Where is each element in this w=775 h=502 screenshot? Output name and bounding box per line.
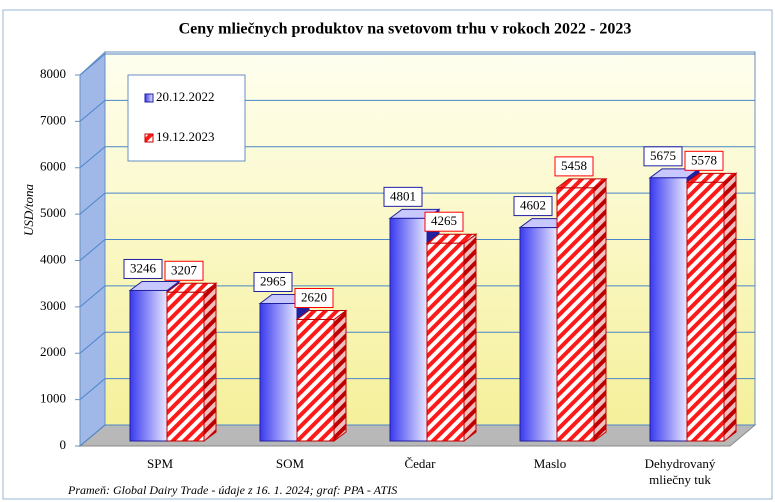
x-tick-label: SPM <box>147 456 173 471</box>
y-tick-label: 2000 <box>40 344 66 359</box>
value-label: 4265 <box>431 213 457 228</box>
x-tick-label: Dehydrovaný mliečny tuk <box>645 456 716 487</box>
grid-line <box>79 146 755 169</box>
bar-front <box>556 187 595 442</box>
bar-side <box>723 172 737 442</box>
legend-swatch <box>144 93 154 103</box>
value-label: 4801 <box>390 188 416 203</box>
bar-side <box>203 282 217 442</box>
bar-front <box>686 181 725 442</box>
bar <box>425 233 478 442</box>
value-label: 2620 <box>301 289 327 304</box>
value-label: 5578 <box>691 152 717 167</box>
y-tick-label: 6000 <box>40 159 66 174</box>
bar-side <box>463 233 477 442</box>
bar-front <box>519 227 558 442</box>
value-label-box <box>294 287 334 308</box>
value-label-box <box>164 260 204 281</box>
bar-front <box>296 318 335 442</box>
y-tick-label: 0 <box>60 437 67 452</box>
bar <box>685 172 738 442</box>
legend-label: 20.12.2022 <box>156 89 215 104</box>
value-label-box <box>554 156 594 177</box>
bar-side <box>333 309 347 442</box>
source-note: Prameň: Global Dairy Trade - údaje z 16.… <box>67 483 397 497</box>
bar <box>295 309 348 442</box>
value-label-box <box>253 271 293 292</box>
bar-side <box>593 177 607 442</box>
x-tick-line: Dehydrovaný <box>645 456 716 471</box>
value-label-box <box>383 186 423 207</box>
x-tick-label: Čedar <box>404 456 436 471</box>
y-tick-label: 1000 <box>40 391 66 406</box>
bar-front <box>129 289 168 442</box>
legend-box <box>127 74 246 162</box>
bar <box>555 177 608 442</box>
bar-front <box>389 217 428 442</box>
value-label: 5458 <box>561 158 587 173</box>
y-tick-label: 3000 <box>40 298 66 313</box>
y-tick-label: 7000 <box>40 112 66 127</box>
x-tick-label: SOM <box>276 456 305 471</box>
value-label: 3207 <box>171 262 198 277</box>
x-tick-label: Maslo <box>534 456 567 471</box>
value-label-box <box>123 258 163 279</box>
y-axis-label: USD/tona <box>21 184 36 237</box>
y-tick-label: 5000 <box>40 205 66 220</box>
bar <box>165 282 218 442</box>
value-label: 2965 <box>260 273 286 288</box>
value-label-box <box>684 150 724 171</box>
bar-front <box>259 302 298 442</box>
x-tick-line: mliečny tuk <box>649 472 711 487</box>
bar-front <box>426 242 465 442</box>
value-label: 4602 <box>520 198 546 213</box>
value-label-box <box>513 196 553 217</box>
grid-line <box>79 99 755 122</box>
value-label-box <box>424 211 464 232</box>
legend-swatch <box>144 133 154 143</box>
legend-label: 19.12.2023 <box>156 129 215 144</box>
grid-line <box>79 53 755 76</box>
grid-line <box>79 192 755 215</box>
y-tick-label: 8000 <box>40 66 66 81</box>
value-label: 5675 <box>650 148 676 163</box>
bar-front <box>649 177 688 442</box>
y-tick-label: 4000 <box>40 251 66 266</box>
value-label-box <box>643 146 683 167</box>
chart-title: Ceny mliečnych produktov na svetovom trh… <box>179 21 632 38</box>
value-label: 3246 <box>130 260 157 275</box>
bar-front <box>166 291 205 442</box>
